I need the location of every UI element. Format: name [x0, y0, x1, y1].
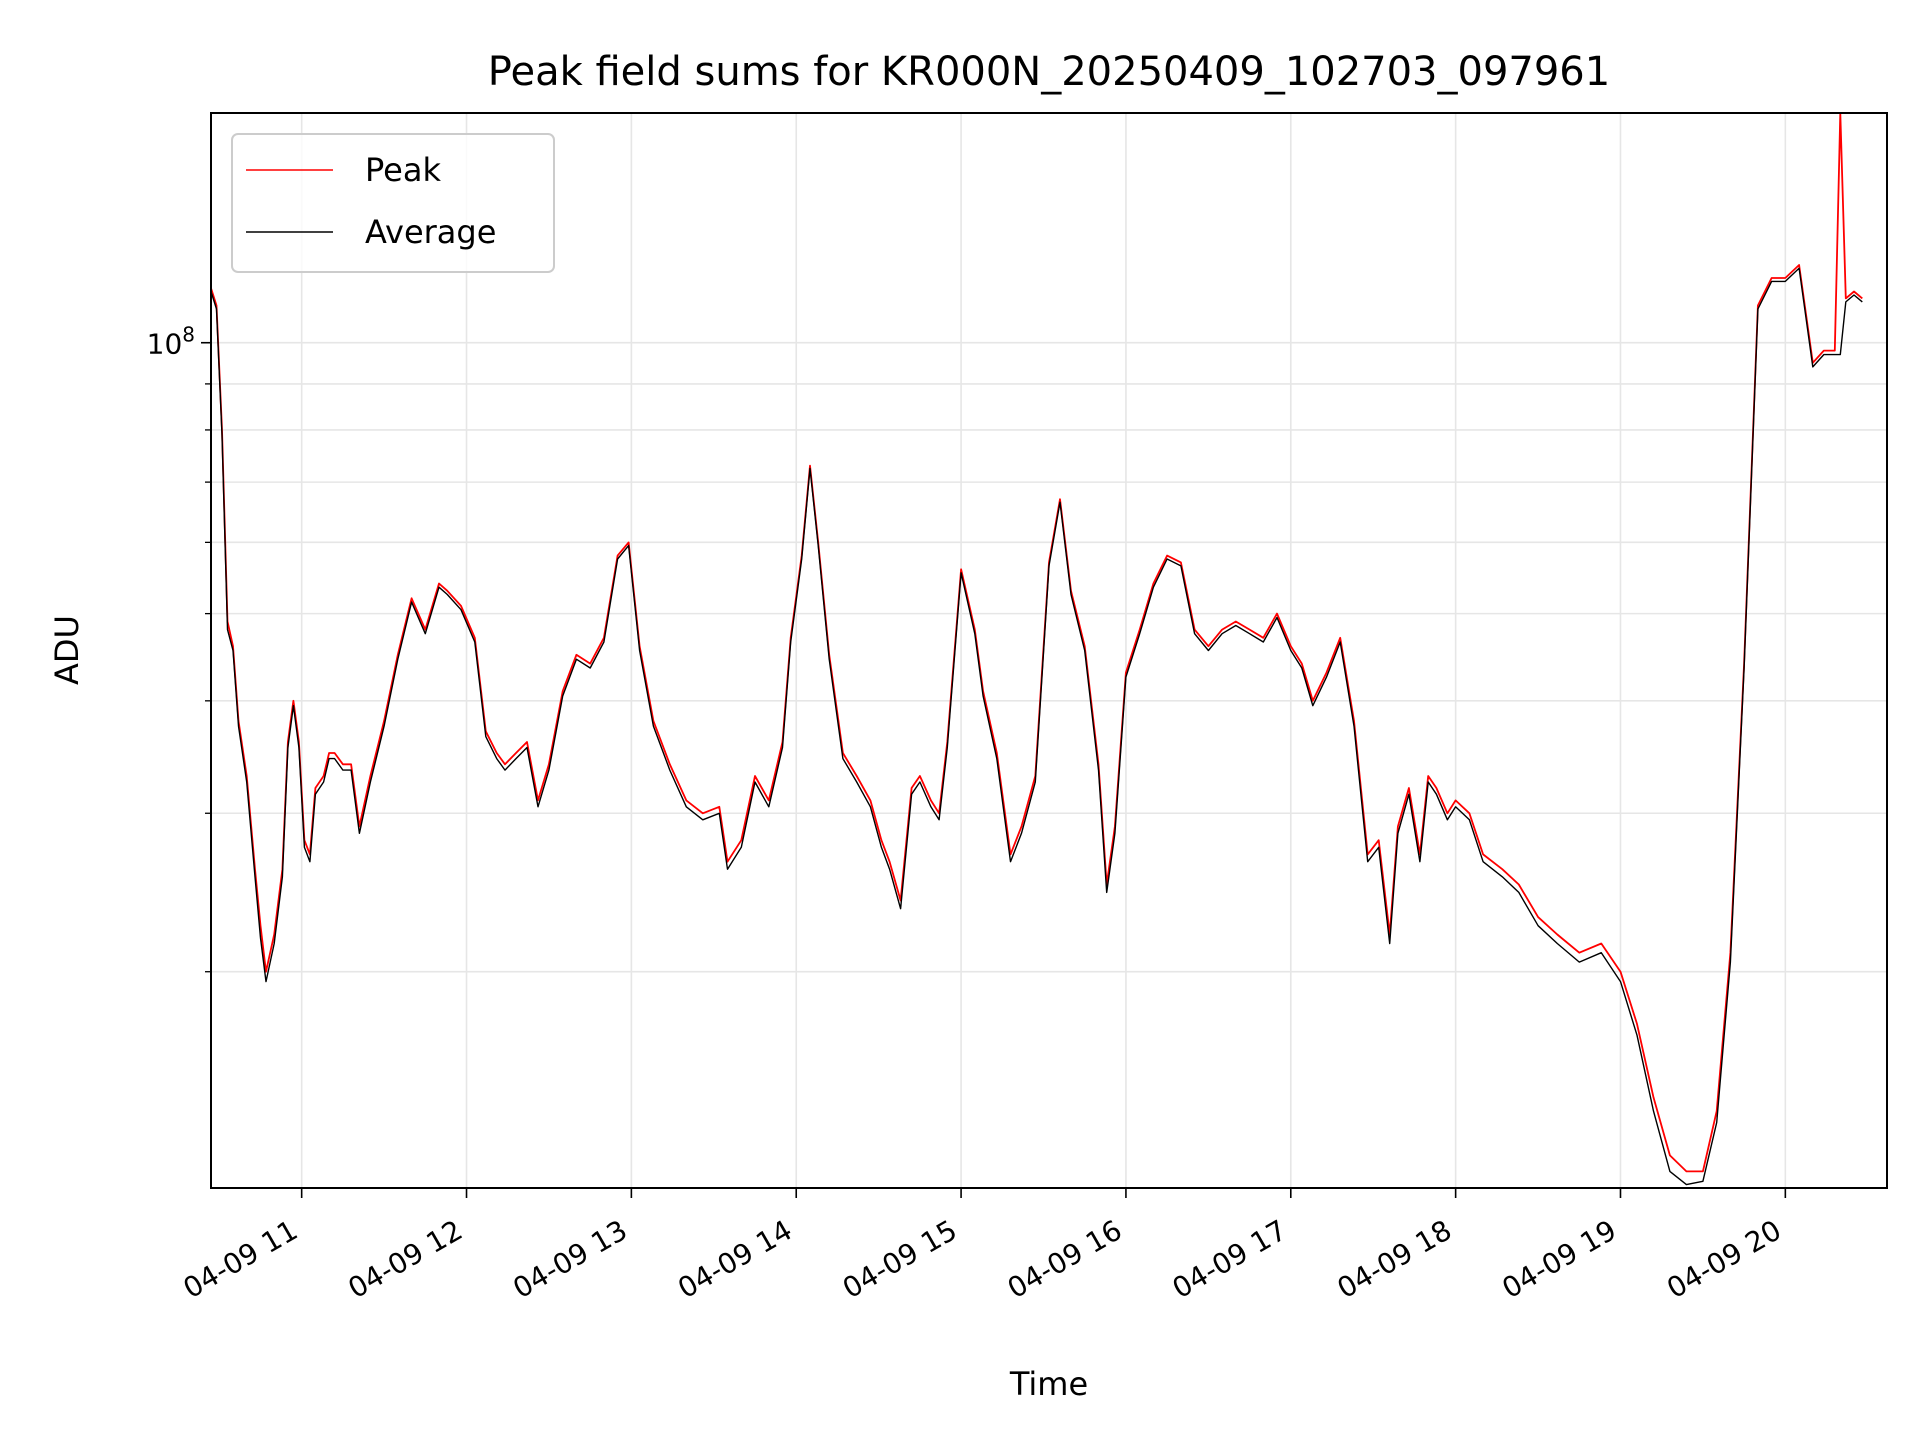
x-axis-label: Time [1009, 1365, 1088, 1403]
legend-label-average: Average [365, 213, 496, 251]
grid [211, 113, 1887, 1188]
series-group [211, 113, 1863, 1186]
y-tick-label: 108 [147, 323, 195, 361]
ticks [201, 341, 1787, 1198]
y-tick-labels: 108 [147, 323, 195, 361]
series-line-average [211, 267, 1863, 1186]
y-axis-label: ADU [48, 615, 86, 685]
chart-title: Peak field sums for KR000N_20250409_1027… [488, 49, 1610, 95]
legend-label-peak: Peak [365, 151, 441, 189]
legend-box [231, 133, 555, 273]
series-line-peak [211, 113, 1863, 1173]
legend: Peak Average [231, 133, 555, 273]
plot-frame [210, 112, 1888, 1189]
